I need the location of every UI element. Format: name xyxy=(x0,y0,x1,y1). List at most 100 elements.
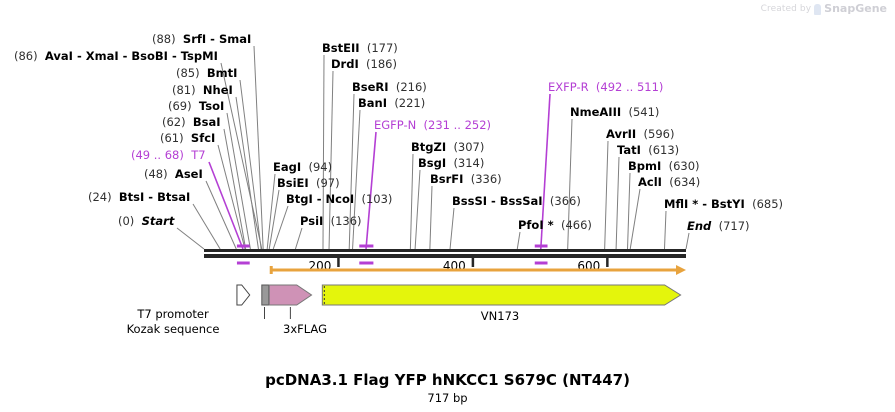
enzyme-label-psii[interactable]: PsiI (136) xyxy=(300,215,362,227)
enzyme-name: BanI xyxy=(358,96,387,110)
enzyme-name: BsrFI xyxy=(430,172,464,186)
enzyme-position: (685) xyxy=(752,197,784,211)
feature-vn173[interactable] xyxy=(321,284,682,306)
enzyme-position: (221) xyxy=(394,96,426,110)
enzyme-name: T7 xyxy=(191,148,206,162)
enzyme-label-bseri[interactable]: BseRI (216) xyxy=(352,81,427,93)
enzyme-name: EXFP-R xyxy=(548,80,589,94)
feature-label-vn173: VN173 xyxy=(480,309,520,323)
leader-line-avrii xyxy=(604,140,609,250)
enzyme-position: (336) xyxy=(470,172,502,186)
enzyme-label-mfli-bstyi[interactable]: MflI * - BstYI (685) xyxy=(664,198,783,210)
watermark-brand: SnapGene xyxy=(824,2,887,15)
enzyme-position: (216) xyxy=(395,80,427,94)
enzyme-label-btsi-btsai[interactable]: (24) BtsI - BtsaI xyxy=(88,191,190,203)
leader-line-bpmi xyxy=(627,172,631,250)
enzyme-label-bmti[interactable]: (85) BmtI xyxy=(176,67,237,79)
leader-line-btsi-btsai xyxy=(192,203,221,250)
leader-line-mfli-bstyi xyxy=(663,210,667,250)
enzyme-position: (492 .. 511) xyxy=(595,80,664,94)
leader-line-exfp-r xyxy=(539,93,551,250)
enzyme-position: (49 .. 68) xyxy=(131,148,184,162)
enzyme-label-eagi[interactable]: EagI (94) xyxy=(273,161,332,173)
enzyme-label-bpmi[interactable]: BpmI (630) xyxy=(628,160,700,172)
enzyme-label-asei[interactable]: (48) AseI xyxy=(144,168,203,180)
feature-t7-promoter[interactable] xyxy=(236,284,251,306)
egfp-span-arrow[interactable] xyxy=(269,265,686,275)
enzyme-label-egfp-n[interactable]: EGFP-N (231 .. 252) xyxy=(374,119,491,131)
enzyme-label-nmeaiii[interactable]: NmeAIII (541) xyxy=(570,106,659,118)
enzyme-label-tsoi[interactable]: (69) TsoI xyxy=(168,100,224,112)
enzyme-name: PfoI * xyxy=(518,218,554,232)
leader-line-egfp-n xyxy=(365,131,377,250)
enzyme-name: BtsI - BtsaI xyxy=(118,190,191,204)
leader-line-btgzi xyxy=(409,153,414,250)
enzyme-name: TatI xyxy=(617,143,641,157)
enzyme-name: SrfI - SmaI xyxy=(182,32,252,46)
enzyme-label-avai-xmai-bsobi-tspmi[interactable]: (86) AvaI - XmaI - BsoBI - TspMI xyxy=(14,50,218,62)
enzyme-name: BsgI xyxy=(418,156,447,170)
enzyme-position: (94) xyxy=(308,160,333,174)
enzyme-label-drdi[interactable]: DrdI (186) xyxy=(331,58,397,70)
enzyme-position: (613) xyxy=(648,143,680,157)
enzyme-position: (85) xyxy=(176,66,200,80)
feature-3xflag[interactable] xyxy=(268,284,313,306)
enzyme-label-sfci[interactable]: (61) SfcI xyxy=(160,132,215,144)
enzyme-label-t7[interactable]: (49 .. 68) T7 xyxy=(131,149,206,161)
enzyme-name: Start xyxy=(141,214,175,228)
enzyme-label-bsai[interactable]: (62) BsaI xyxy=(162,116,221,128)
enzyme-label-bani[interactable]: BanI (221) xyxy=(358,97,425,109)
enzyme-label-exfp-r[interactable]: EXFP-R (492 .. 511) xyxy=(548,81,663,93)
enzyme-name: NmeAIII xyxy=(570,105,622,119)
page-subtitle: 717 bp xyxy=(427,391,468,405)
enzyme-position: (177) xyxy=(366,41,398,55)
enzyme-position: (186) xyxy=(366,57,397,71)
enzyme-label-nhei[interactable]: (81) NheI xyxy=(172,84,233,96)
leader-line-srfi-smai xyxy=(253,45,264,250)
feature-kozak[interactable] xyxy=(261,284,270,306)
enzyme-name: End xyxy=(687,219,712,233)
enzyme-position: (717) xyxy=(718,219,750,233)
enzyme-position: (366) xyxy=(549,194,581,208)
enzyme-label-tati[interactable]: TatI (613) xyxy=(617,144,679,156)
enzyme-position: (103) xyxy=(361,192,393,206)
enzyme-label-bsrfi[interactable]: BsrFI (336) xyxy=(430,173,502,185)
enzyme-label-avrii[interactable]: AvrII (596) xyxy=(606,128,674,140)
leader-line-bmti xyxy=(239,79,262,250)
snapgene-watermark: Created by SnapGene xyxy=(761,2,887,15)
enzyme-name: AvrII xyxy=(606,127,637,141)
enzyme-name: BseRI xyxy=(352,80,389,94)
enzyme-label-bsiei[interactable]: BsiEI (97) xyxy=(277,177,340,189)
enzyme-label-bsgi[interactable]: BsgI (314) xyxy=(418,157,484,169)
feature-label-3xflag: 3xFLAG xyxy=(283,322,327,336)
enzyme-label-bsssi-bsssai[interactable]: BssSI - BssSaI (366) xyxy=(452,195,581,207)
enzyme-label-start[interactable]: (0) Start xyxy=(118,215,174,227)
enzyme-label-acli[interactable]: AclI (634) xyxy=(638,176,700,188)
enzyme-position: (596) xyxy=(643,127,675,141)
enzyme-name: BsaI xyxy=(192,115,221,129)
enzyme-position: (231 .. 252) xyxy=(423,118,492,132)
leader-line-bsgi xyxy=(414,169,421,250)
enzyme-position: (634) xyxy=(669,175,701,189)
enzyme-name: MflI * - BstYI xyxy=(664,197,745,211)
enzyme-position: (62) xyxy=(162,115,186,129)
enzyme-label-btgzi[interactable]: BtgZI (307) xyxy=(411,141,484,153)
leader-line-bsai xyxy=(223,128,247,250)
enzyme-name: BmtI xyxy=(206,66,238,80)
feature-label-kozak: Kozak sequence xyxy=(126,322,220,336)
enzyme-position: (97) xyxy=(316,176,340,190)
leader-line-nmeaiii xyxy=(567,118,573,250)
enzyme-label-pfoi[interactable]: PfoI * (466) xyxy=(518,219,592,231)
enzyme-label-end[interactable]: End (717) xyxy=(687,220,750,232)
enzyme-position: (466) xyxy=(560,218,592,232)
snapgene-logo-icon xyxy=(814,4,822,15)
enzyme-position: (0) xyxy=(118,214,135,228)
enzyme-position: (314) xyxy=(453,156,485,170)
leader-line-nhei xyxy=(235,96,259,250)
leader-line-end xyxy=(685,232,690,250)
enzyme-label-bsteii[interactable]: BstEII (177) xyxy=(322,42,398,54)
enzyme-label-btgi-ncoi[interactable]: BtgI - NcoI (103) xyxy=(286,193,392,205)
enzyme-position: (541) xyxy=(628,105,660,119)
enzyme-label-srfi-smai[interactable]: (88) SrfI - SmaI xyxy=(152,33,251,45)
